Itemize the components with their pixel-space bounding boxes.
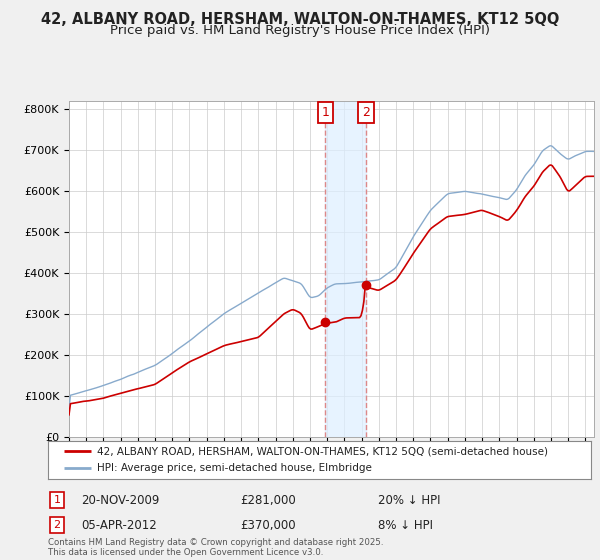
Bar bbox=[325, 101, 366, 437]
Text: £370,000: £370,000 bbox=[240, 519, 296, 532]
Text: 8% ↓ HPI: 8% ↓ HPI bbox=[378, 519, 433, 532]
Text: 1: 1 bbox=[322, 106, 329, 119]
Text: Price paid vs. HM Land Registry's House Price Index (HPI): Price paid vs. HM Land Registry's House … bbox=[110, 24, 490, 36]
Text: 42, ALBANY ROAD, HERSHAM, WALTON-ON-THAMES, KT12 5QQ (semi-detached house): 42, ALBANY ROAD, HERSHAM, WALTON-ON-THAM… bbox=[97, 446, 548, 456]
Text: 2: 2 bbox=[362, 106, 370, 119]
Text: 42, ALBANY ROAD, HERSHAM, WALTON-ON-THAMES, KT12 5QQ: 42, ALBANY ROAD, HERSHAM, WALTON-ON-THAM… bbox=[41, 12, 559, 27]
Text: HPI: Average price, semi-detached house, Elmbridge: HPI: Average price, semi-detached house,… bbox=[97, 463, 372, 473]
Text: 2: 2 bbox=[53, 520, 61, 530]
Text: 20% ↓ HPI: 20% ↓ HPI bbox=[378, 493, 440, 507]
Text: 20-NOV-2009: 20-NOV-2009 bbox=[81, 493, 160, 507]
Text: £281,000: £281,000 bbox=[240, 493, 296, 507]
Text: Contains HM Land Registry data © Crown copyright and database right 2025.
This d: Contains HM Land Registry data © Crown c… bbox=[48, 538, 383, 557]
Text: 05-APR-2012: 05-APR-2012 bbox=[81, 519, 157, 532]
Text: 1: 1 bbox=[53, 495, 61, 505]
